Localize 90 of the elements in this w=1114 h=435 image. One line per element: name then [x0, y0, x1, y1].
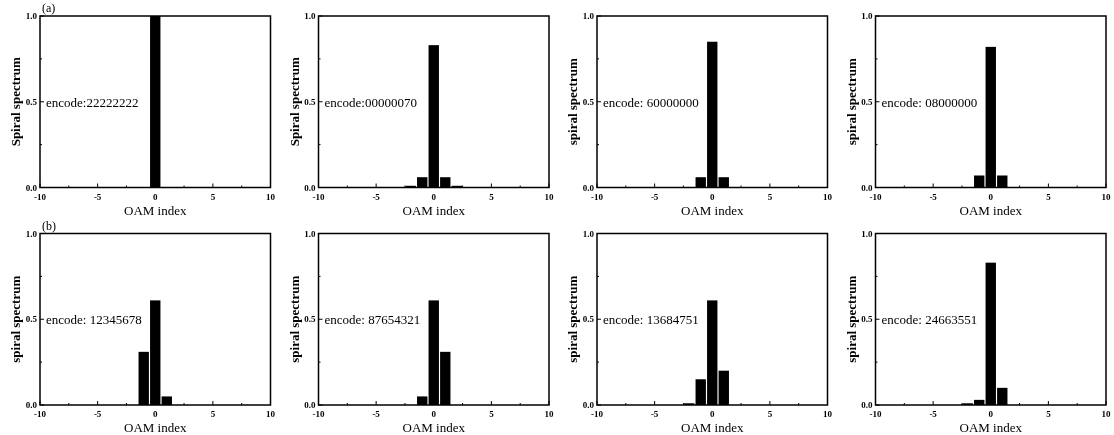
- x-tick-label: 10: [266, 409, 276, 419]
- y-tick-label: 0.5: [304, 96, 316, 107]
- annotation: encode: 08000000: [881, 94, 978, 110]
- y-tick-label: 0.5: [304, 314, 316, 325]
- x-tick-label: 5: [210, 409, 216, 419]
- y-tick-label: 0.5: [582, 314, 595, 325]
- chart-title: (b): [42, 218, 56, 233]
- x-tick-label: 10: [1101, 191, 1111, 202]
- x-tick-label: -5: [929, 409, 938, 419]
- x-axis-title: OAM index: [402, 420, 466, 435]
- x-tick-label: -10: [869, 191, 882, 202]
- annotation: encode: 24663551: [881, 312, 978, 328]
- y-tick-label: 0.0: [304, 182, 316, 193]
- x-axis-title: OAM index: [959, 202, 1023, 218]
- x-tick-label: -5: [372, 409, 381, 419]
- y-tick-label: 0.5: [25, 96, 38, 107]
- x-tick-label: -5: [93, 191, 102, 202]
- x-axis-title: OAM index: [402, 202, 466, 218]
- y-tick-label: 1.0: [861, 11, 873, 22]
- x-tick-label: 10: [823, 409, 833, 419]
- x-axis-title: OAM index: [124, 420, 187, 435]
- x-tick-label: -10: [591, 191, 604, 202]
- annotation: encode: 12345678: [46, 312, 142, 328]
- annotation: encode: 60000000: [603, 94, 699, 110]
- x-tick-label: 5: [489, 409, 495, 419]
- x-tick-label: 5: [489, 191, 495, 202]
- y-tick-label: 1.0: [582, 228, 595, 239]
- x-tick-label: 0: [431, 191, 437, 202]
- y-axis-title: Spiral spectrum: [8, 56, 23, 147]
- x-tick-label: -5: [929, 191, 938, 202]
- y-tick-label: 0.0: [861, 182, 873, 193]
- x-tick-label: -10: [312, 409, 325, 419]
- x-tick-label: 0: [710, 191, 715, 202]
- x-tick-label: 10: [544, 409, 554, 419]
- x-tick-label: 10: [544, 191, 554, 202]
- x-tick-label: -10: [34, 409, 47, 419]
- y-tick-label: 0.0: [582, 182, 595, 193]
- x-axis-title: OAM index: [959, 420, 1023, 435]
- y-tick-label: 0.0: [582, 400, 595, 411]
- x-tick-label: 5: [1046, 409, 1052, 419]
- y-axis-title: Spiral spectrum: [286, 56, 302, 147]
- chart-title: (a): [42, 1, 56, 15]
- y-axis-title: spiral spectrum: [843, 275, 859, 363]
- x-tick-label: 0: [153, 409, 158, 419]
- x-axis-title: OAM index: [124, 202, 187, 218]
- y-tick-label: 0.0: [304, 400, 316, 411]
- x-tick-label: 0: [710, 409, 715, 419]
- y-tick-label: 0.5: [861, 314, 873, 325]
- annotation: encode:22222222: [46, 94, 139, 110]
- x-tick-label: 10: [266, 191, 276, 202]
- x-tick-label: 10: [823, 191, 833, 202]
- x-axis-title: OAM index: [681, 202, 744, 218]
- x-tick-label: 5: [210, 191, 216, 202]
- x-tick-label: 5: [767, 409, 773, 419]
- x-tick-label: -5: [93, 409, 102, 419]
- x-tick-label: 0: [988, 409, 994, 419]
- x-tick-label: 0: [988, 191, 994, 202]
- y-tick-label: 1.0: [25, 228, 38, 239]
- y-tick-label: 1.0: [304, 228, 316, 239]
- y-tick-label: 0.0: [25, 182, 38, 193]
- y-tick-label: 0.5: [861, 96, 873, 107]
- x-tick-label: -5: [372, 191, 381, 202]
- x-tick-label: -10: [591, 409, 604, 419]
- y-tick-label: 0.0: [861, 400, 873, 411]
- y-tick-label: 1.0: [25, 11, 38, 22]
- y-tick-label: 1.0: [304, 11, 316, 22]
- y-tick-label: 0.0: [25, 400, 38, 411]
- x-tick-label: 0: [431, 409, 437, 419]
- annotation: encode: 87654321: [324, 312, 421, 328]
- y-axis-title: spiral spectrum: [8, 275, 23, 363]
- y-tick-label: 0.5: [582, 96, 595, 107]
- annotation: encode: 13684751: [603, 312, 699, 328]
- x-tick-label: -10: [312, 191, 325, 202]
- y-axis-title: spiral spectrum: [565, 275, 580, 363]
- annotation: encode:00000070: [324, 94, 417, 110]
- y-axis-title: spiral spectrum: [565, 58, 580, 146]
- x-tick-label: 5: [1046, 191, 1052, 202]
- y-tick-label: 0.5: [25, 314, 38, 325]
- x-tick-label: 5: [767, 191, 773, 202]
- y-tick-label: 1.0: [582, 11, 595, 22]
- x-tick-label: -5: [650, 191, 659, 202]
- x-axis-title: OAM index: [681, 420, 744, 435]
- x-tick-label: 0: [153, 191, 158, 202]
- x-tick-label: -10: [34, 191, 47, 202]
- x-tick-label: -10: [869, 409, 882, 419]
- y-tick-label: 1.0: [861, 228, 873, 239]
- x-tick-label: -5: [650, 409, 659, 419]
- y-axis-title: spiral spectrum: [843, 58, 859, 146]
- y-axis-title: spiral spectrum: [286, 275, 302, 363]
- x-tick-label: 10: [1101, 409, 1111, 419]
